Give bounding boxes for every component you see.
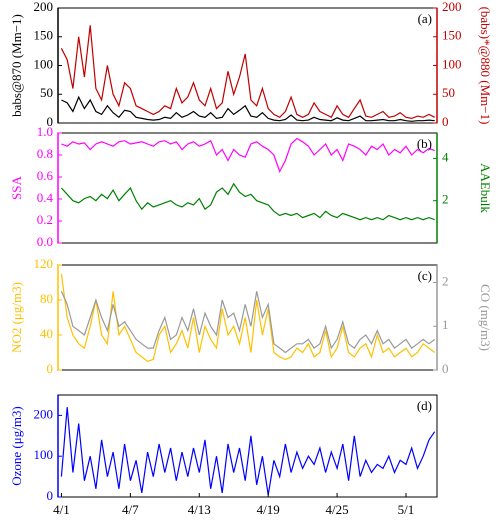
y-axis-label: NO2 (μg/m3) [9,282,24,353]
x-tick-label: 4/25 [326,502,349,517]
y-axis-label: SSA [9,175,24,199]
y2-tick-label: 0 [442,361,449,376]
y2-tick-label: 100 [442,56,462,71]
plot-frame [57,394,438,498]
panel-label: (a) [418,11,432,26]
plot-frame [57,7,438,124]
y-tick-label: 200 [34,406,54,421]
y-tick-label: 0.4 [37,190,54,205]
series-line [61,137,435,174]
y-tick-label: 100 [34,447,54,462]
y-axis-label: babs@870 (Mm−1) [9,14,24,117]
y2-tick-label: 50 [442,85,455,100]
y-tick-label: 150 [34,28,54,43]
y-tick-label: 0.0 [37,234,53,249]
y2-tick-label: 2 [442,192,449,207]
y2-axis-label: AAEbulk [478,163,493,213]
y2-tick-label: 0 [442,114,449,129]
plot-frame [57,132,438,244]
y-tick-label: 80 [40,291,53,306]
y-tick-label: 40 [40,326,53,341]
y-tick-label: 50 [40,85,53,100]
y-tick-label: 120 [34,256,54,271]
x-tick-label: 4/19 [257,502,280,517]
y2-axis-label: CO (mg/m3) [478,284,493,351]
x-tick-label: 4/7 [122,502,139,517]
plot-frame [57,264,438,371]
series-line [60,291,436,354]
y-tick-label: 0 [47,361,54,376]
x-tick-label: 4/13 [188,502,211,517]
y-tick-label: 0 [47,114,54,129]
y-axis-label: Ozone (μg/m3) [9,406,24,486]
series-line [60,25,435,120]
series-line [61,95,435,122]
y-tick-label: 0.6 [37,168,54,183]
y2-tick-label: 200 [442,0,462,14]
y-tick-label: 1.0 [37,124,53,139]
panel-label: (d) [417,398,432,413]
y-tick-label: 0.2 [37,212,53,227]
series-line [60,407,436,496]
x-tick-label: 4/1 [53,502,70,517]
y2-tick-label: 1 [442,317,449,332]
y-tick-label: 100 [34,56,54,71]
y2-tick-label: 4 [442,149,449,164]
series-line [60,182,435,221]
y2-axis-label: (babs)*@880 (Mm−1) [478,7,493,125]
y-tick-label: 200 [34,0,54,14]
x-tick-label: 5/1 [398,502,415,517]
y2-tick-label: 150 [442,28,462,43]
series-line [60,273,436,362]
y-tick-label: 0.8 [37,146,53,161]
y-tick-label: 0 [47,488,54,503]
panel-label: (c) [418,268,432,283]
y2-tick-label: 2 [442,273,449,288]
panel-label: (b) [417,136,432,151]
